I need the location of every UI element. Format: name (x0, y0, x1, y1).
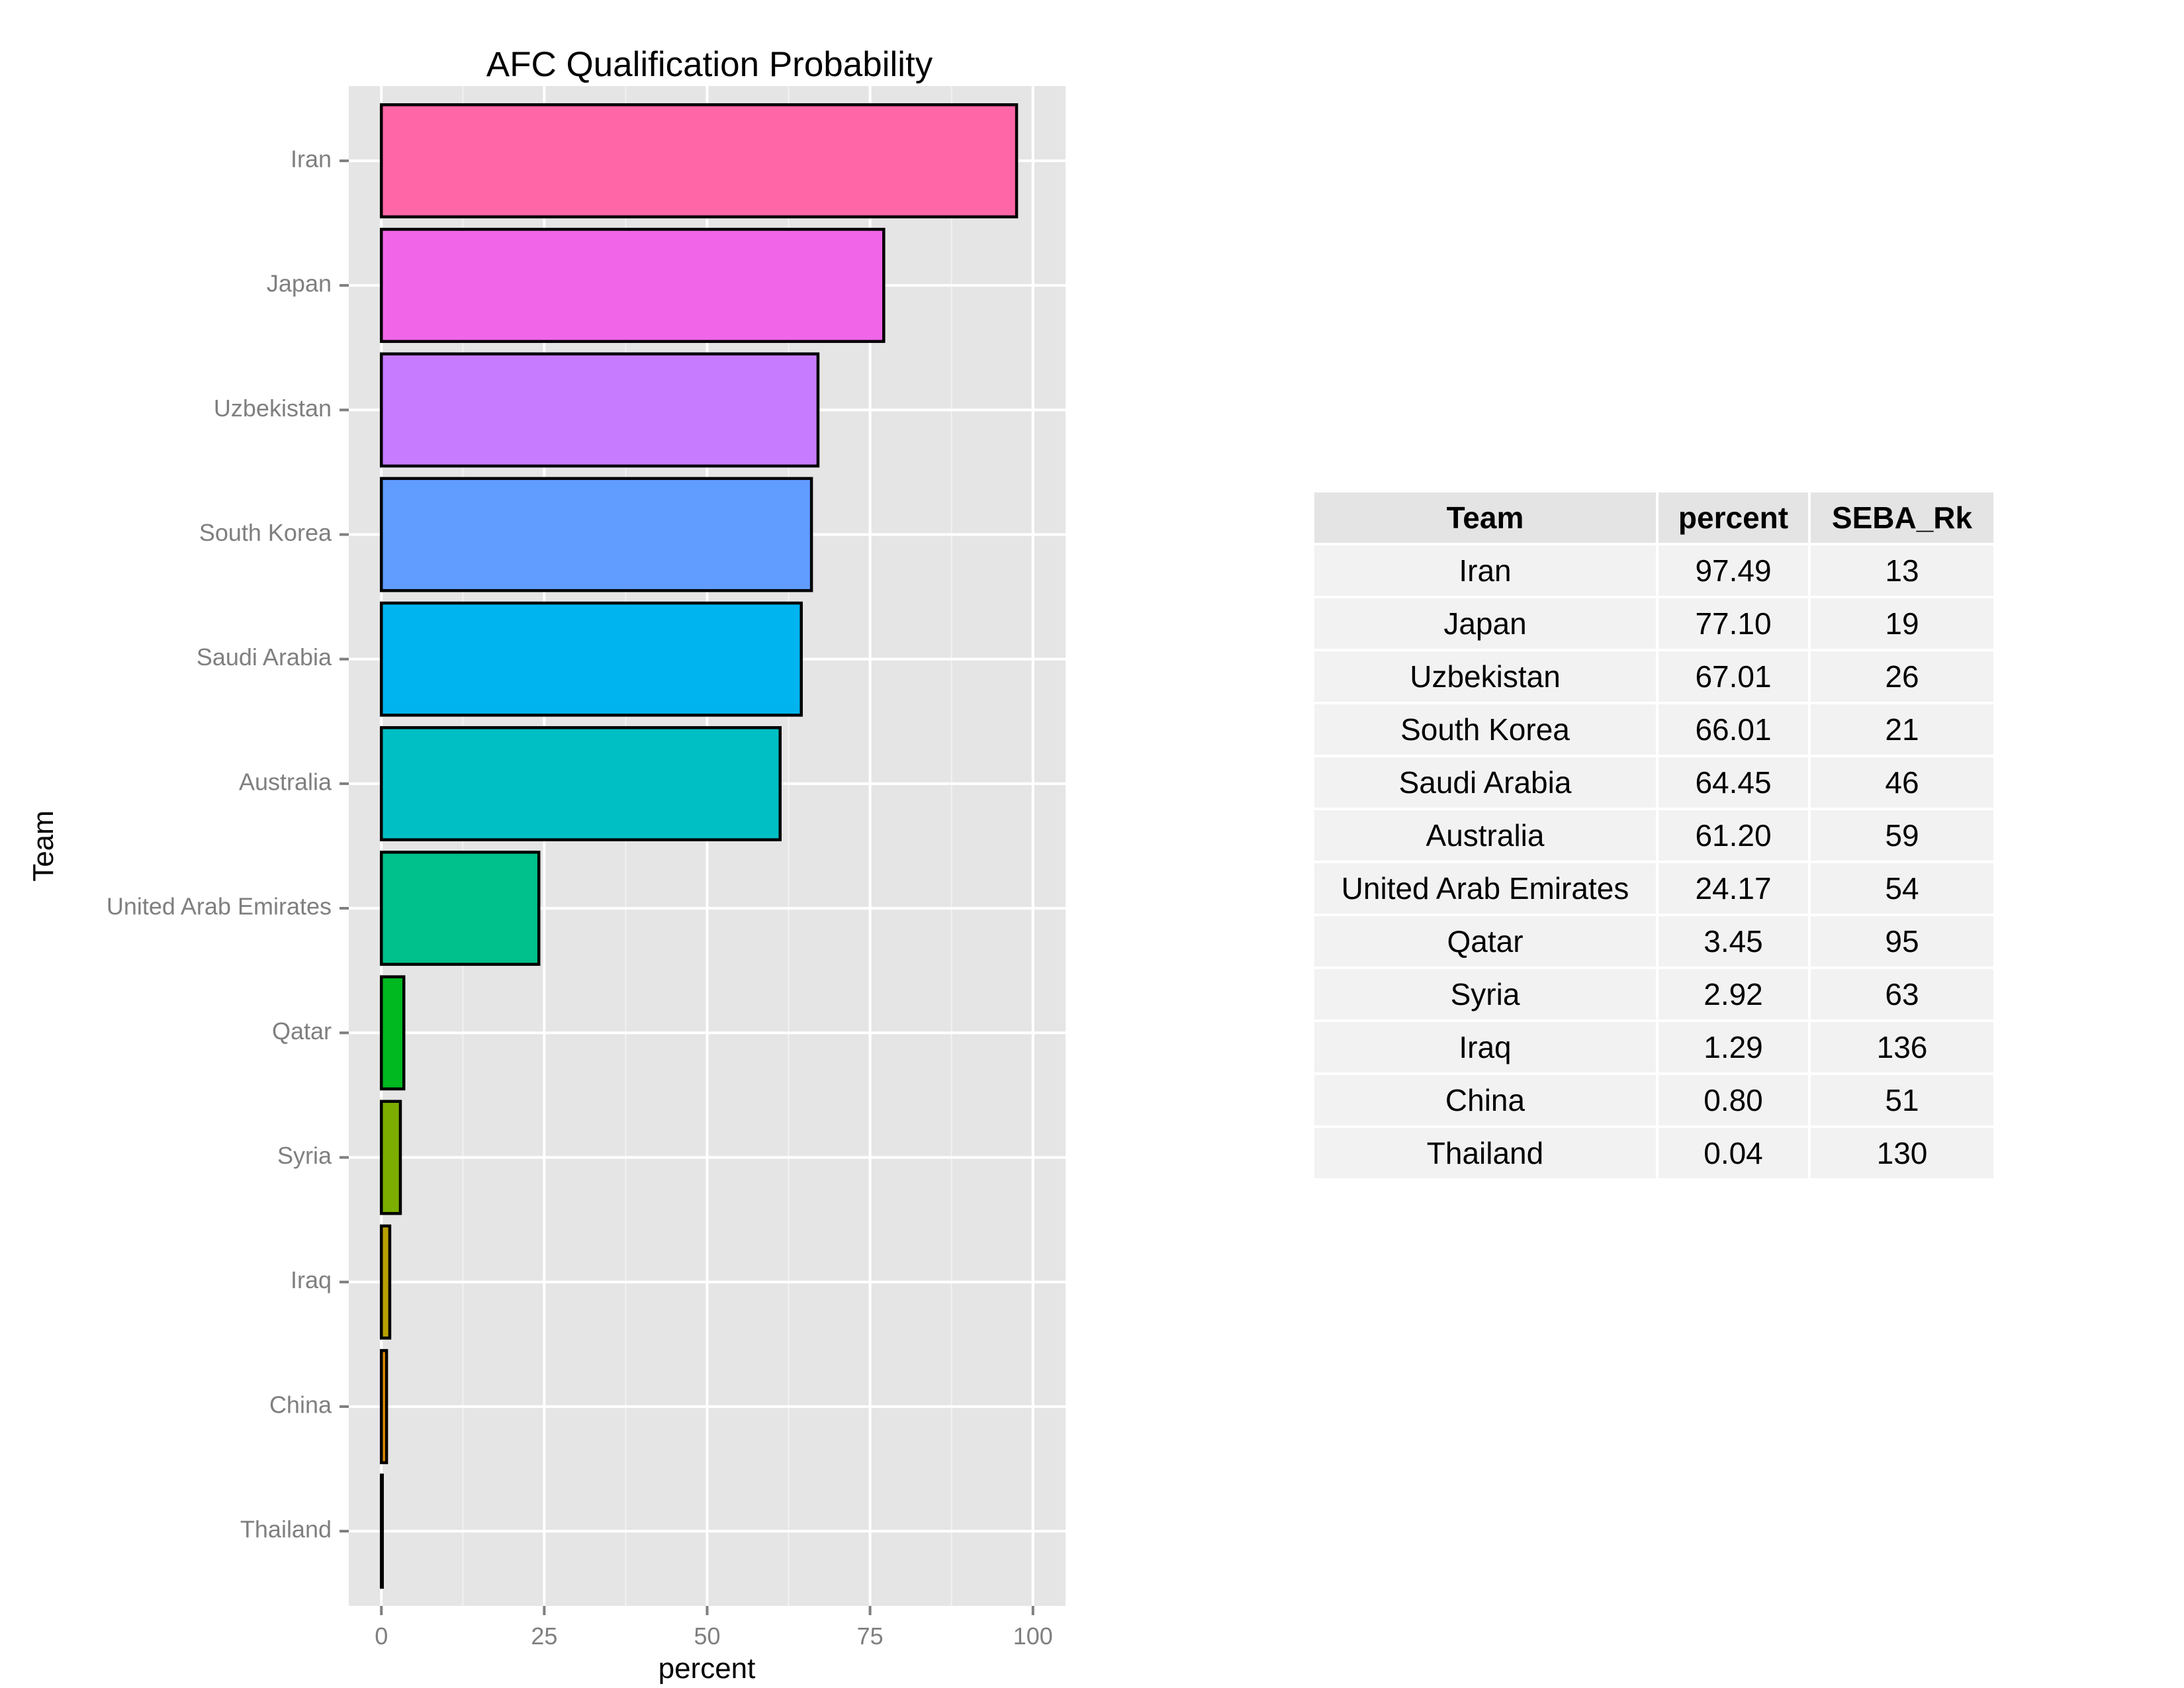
cell-percent: 0.80 (1659, 1075, 1808, 1125)
cell-seba-rk: 26 (1811, 651, 1993, 702)
cell-percent: 77.10 (1659, 598, 1808, 649)
cell-team: Thailand (1314, 1128, 1656, 1178)
chart-title: AFC Qualification Probability (486, 45, 933, 84)
cell-percent: 67.01 (1659, 651, 1808, 702)
bar-chart: AFC Qualification Probability Iran Japan U… (27, 45, 1066, 1685)
y-axis: Iran Japan Uzbekistan South Korea Saudi Arab… (107, 145, 349, 1543)
bar-united-arab-emirates (379, 851, 541, 966)
y-tick-label: Iraq (291, 1266, 332, 1293)
cell-percent: 0.04 (1659, 1128, 1808, 1178)
cell-seba-rk: 19 (1811, 598, 1993, 649)
column-header-percent: percent (1659, 492, 1808, 543)
summary-table: Team percent SEBA_Rk Iran 97.49 13 Japan 77.… (1312, 490, 1996, 1181)
y-tick-label: Thailand (240, 1516, 332, 1543)
bar-south-korea (379, 477, 813, 592)
y-tick-label: Australia (239, 768, 332, 795)
cell-team: Saudi Arabia (1314, 757, 1656, 808)
cell-team: Syria (1314, 969, 1656, 1019)
column-header-seba-rk: SEBA_Rk (1811, 492, 1993, 543)
y-tick-label: Syria (277, 1142, 332, 1169)
cell-seba-rk: 59 (1811, 810, 1993, 861)
y-tick-label: Qatar (272, 1017, 332, 1045)
bar-australia (379, 726, 782, 841)
y-tick-label: United Arab Emirates (107, 893, 332, 920)
x-tick-label: 25 (531, 1622, 557, 1650)
table-row: Uzbekistan 67.01 26 (1314, 651, 1993, 702)
y-tick-label: Iran (291, 145, 332, 172)
table-row: South Korea 66.01 21 (1314, 704, 1993, 755)
bar-china (379, 1348, 388, 1464)
table-row: Qatar 3.45 95 (1314, 916, 1993, 966)
bar-uzbekistan (379, 352, 820, 468)
bar-qatar (379, 975, 406, 1091)
x-tick-label: 50 (694, 1622, 720, 1650)
x-tick-label: 75 (857, 1622, 884, 1650)
x-axis-title: percent (659, 1652, 756, 1685)
cell-seba-rk: 130 (1811, 1128, 1993, 1178)
cell-team: Qatar (1314, 916, 1656, 966)
bar-syria (379, 1100, 402, 1215)
cell-team: Japan (1314, 598, 1656, 649)
y-axis-title: Team (27, 810, 60, 882)
y-tick-label: South Korea (199, 519, 332, 546)
cell-percent: 66.01 (1659, 704, 1808, 755)
column-header-team: Team (1314, 492, 1656, 543)
bar-thailand (379, 1474, 384, 1589)
cell-seba-rk: 54 (1811, 863, 1993, 914)
cell-seba-rk: 51 (1811, 1075, 1993, 1125)
table-row: China 0.80 51 (1314, 1075, 1993, 1125)
bar-japan (379, 228, 886, 344)
cell-percent: 3.45 (1659, 916, 1808, 966)
bar-iran (379, 103, 1019, 218)
cell-seba-rk: 63 (1811, 969, 1993, 1019)
cell-percent: 2.92 (1659, 969, 1808, 1019)
cell-team: Australia (1314, 810, 1656, 861)
cell-team: South Korea (1314, 704, 1656, 755)
table-row: Australia 61.20 59 (1314, 810, 1993, 861)
table-row: United Arab Emirates 24.17 54 (1314, 863, 1993, 914)
cell-team: China (1314, 1075, 1656, 1125)
cell-team: United Arab Emirates (1314, 863, 1656, 914)
table-row: Iran 97.49 13 (1314, 545, 1993, 596)
bars (379, 103, 1019, 1589)
cell-seba-rk: 13 (1811, 545, 1993, 596)
bar-iraq (379, 1224, 392, 1340)
table-row: Saudi Arabia 64.45 46 (1314, 757, 1993, 808)
table-header-row: Team percent SEBA_Rk (1314, 492, 1993, 543)
cell-percent: 97.49 (1659, 545, 1808, 596)
y-tick-label: Japan (267, 270, 332, 297)
cell-team: Iraq (1314, 1022, 1656, 1072)
cell-seba-rk: 136 (1811, 1022, 1993, 1072)
cell-team: Iran (1314, 545, 1656, 596)
x-tick-label: 0 (375, 1622, 388, 1650)
table-row: Thailand 0.04 130 (1314, 1128, 1993, 1178)
cell-seba-rk: 21 (1811, 704, 1993, 755)
cell-percent: 61.20 (1659, 810, 1808, 861)
cell-seba-rk: 46 (1811, 757, 1993, 808)
bar-saudi-arabia (379, 601, 803, 717)
cell-percent: 64.45 (1659, 757, 1808, 808)
y-tick-label: Uzbekistan (214, 395, 332, 422)
table-row: Japan 77.10 19 (1314, 598, 1993, 649)
table-row: Iraq 1.29 136 (1314, 1022, 1993, 1072)
cell-percent: 24.17 (1659, 863, 1808, 914)
y-tick-label: China (269, 1391, 332, 1418)
y-tick-label: Saudi Arabia (197, 643, 332, 671)
x-tick-label: 100 (1013, 1622, 1053, 1650)
cell-percent: 1.29 (1659, 1022, 1808, 1072)
x-axis: 0 25 50 75 100 (375, 1606, 1053, 1650)
cell-seba-rk: 95 (1811, 916, 1993, 966)
cell-team: Uzbekistan (1314, 651, 1656, 702)
table-row: Syria 2.92 63 (1314, 969, 1993, 1019)
